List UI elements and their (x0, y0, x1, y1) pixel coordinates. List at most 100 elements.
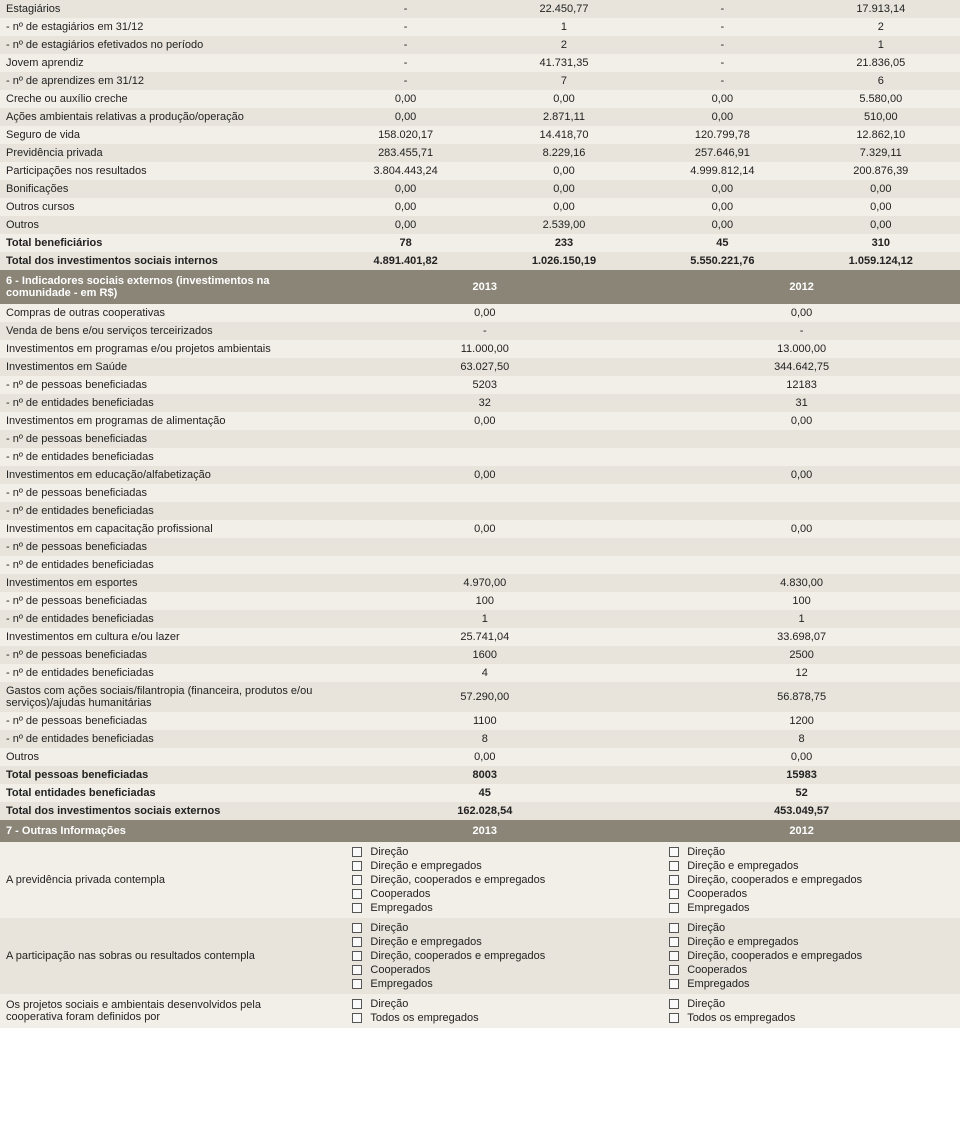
row-value (643, 538, 960, 556)
row-value: 45 (326, 784, 643, 802)
row-value: 1.059.124,12 (802, 252, 960, 270)
row-label: - nº de entidades beneficiadas (0, 556, 326, 574)
row-label: - nº de estagiários em 31/12 (0, 18, 326, 36)
row-value: 100 (326, 592, 643, 610)
options-list: DireçãoTodos os empregados (332, 997, 637, 1025)
row-value: - (326, 36, 484, 54)
row-value: 13.000,00 (643, 340, 960, 358)
row-value: 6 (802, 72, 960, 90)
table-row: - nº de aprendizes em 31/12-7-6 (0, 72, 960, 90)
row-label: Total entidades beneficiadas (0, 784, 326, 802)
table-row: - nº de entidades beneficiadas (0, 556, 960, 574)
row-value: 56.878,75 (643, 682, 960, 712)
row-value: 8 (326, 730, 643, 748)
table-row: Jovem aprendiz-41.731,35-21.836,05 (0, 54, 960, 72)
option-item: Cooperados (669, 963, 954, 977)
table-row: - nº de pessoas beneficiadas (0, 484, 960, 502)
row-value: 45 (643, 234, 801, 252)
options-list: DireçãoTodos os empregados (649, 997, 954, 1025)
row-value: 120.799,78 (643, 126, 801, 144)
table-row: Investimentos em cultura e/ou lazer25.74… (0, 628, 960, 646)
row-value: 5203 (326, 376, 643, 394)
row-value: - (326, 18, 484, 36)
option-item: Direção, cooperados e empregados (352, 873, 637, 887)
row-value: 0,00 (326, 180, 484, 198)
row-label: Outros cursos (0, 198, 326, 216)
row-value: 344.642,75 (643, 358, 960, 376)
table-row: Venda de bens e/ou serviços terceirizado… (0, 322, 960, 340)
row-value: - (326, 0, 484, 18)
row-value: 12183 (643, 376, 960, 394)
row-value: 233 (485, 234, 643, 252)
option-item: Cooperados (352, 963, 637, 977)
table-row: Total pessoas beneficiadas800315983 (0, 766, 960, 784)
option-item: Direção e empregados (669, 859, 954, 873)
table-row: Investimentos em educação/alfabetização0… (0, 466, 960, 484)
year-left: 2013 (326, 270, 643, 304)
options-list: DireçãoDireção e empregadosDireção, coop… (649, 845, 954, 915)
row-value: 0,00 (326, 90, 484, 108)
option-item: Empregados (352, 977, 637, 991)
row-value: 1 (802, 36, 960, 54)
row-value: 2.871,11 (485, 108, 643, 126)
row-value: 7 (485, 72, 643, 90)
table-row: Creche ou auxílio creche0,000,000,005.58… (0, 90, 960, 108)
row-label: Bonificações (0, 180, 326, 198)
row-label: - nº de entidades beneficiadas (0, 610, 326, 628)
row-label: - nº de aprendizes em 31/12 (0, 72, 326, 90)
row-label: Total dos investimentos sociais internos (0, 252, 326, 270)
option-item: Direção (669, 921, 954, 935)
year-right: 2012 (643, 270, 960, 304)
row-value: 0,00 (326, 304, 643, 322)
row-label: - nº de pessoas beneficiadas (0, 712, 326, 730)
table-row: A participação nas sobras ou resultados … (0, 918, 960, 994)
row-value: 14.418,70 (485, 126, 643, 144)
table-row: Total entidades beneficiadas4552 (0, 784, 960, 802)
row-value: 31 (643, 394, 960, 412)
options-cell: DireçãoDireção e empregadosDireção, coop… (326, 918, 643, 994)
row-value: 52 (643, 784, 960, 802)
table-row: - nº de entidades beneficiadas (0, 502, 960, 520)
row-label: Participações nos resultados (0, 162, 326, 180)
row-label: - nº de entidades beneficiadas (0, 448, 326, 466)
row-label: Estagiários (0, 0, 326, 18)
row-value: - (643, 322, 960, 340)
row-label: - nº de pessoas beneficiadas (0, 592, 326, 610)
row-value: - (326, 54, 484, 72)
row-label: Total pessoas beneficiadas (0, 766, 326, 784)
row-label: Gastos com ações sociais/filantropia (fi… (0, 682, 326, 712)
row-label: Total beneficiários (0, 234, 326, 252)
row-value: 11.000,00 (326, 340, 643, 358)
option-item: Direção e empregados (669, 935, 954, 949)
row-label: - nº de entidades beneficiadas (0, 502, 326, 520)
row-value: - (643, 54, 801, 72)
row-value: 4.970,00 (326, 574, 643, 592)
options-list: DireçãoDireção e empregadosDireção, coop… (649, 921, 954, 991)
row-value: 257.646,91 (643, 144, 801, 162)
row-value: 1 (643, 610, 960, 628)
row-value: 1.026.150,19 (485, 252, 643, 270)
option-item: Todos os empregados (669, 1011, 954, 1025)
row-label: Previdência privada (0, 144, 326, 162)
row-value: - (643, 18, 801, 36)
row-label: Investimentos em capacitação profissiona… (0, 520, 326, 538)
row-value: 0,00 (485, 90, 643, 108)
row-label: Venda de bens e/ou serviços terceirizado… (0, 322, 326, 340)
table-row: Investimentos em esportes4.970,004.830,0… (0, 574, 960, 592)
row-value: 0,00 (643, 466, 960, 484)
row-value: 63.027,50 (326, 358, 643, 376)
options-list: DireçãoDireção e empregadosDireção, coop… (332, 921, 637, 991)
row-label: Jovem aprendiz (0, 54, 326, 72)
table-row: - nº de pessoas beneficiadas (0, 538, 960, 556)
row-value: 1 (485, 18, 643, 36)
table-row: Investimentos em Saúde63.027,50344.642,7… (0, 358, 960, 376)
row-value: 310 (802, 234, 960, 252)
row-value: 2 (485, 36, 643, 54)
row-label: - nº de entidades beneficiadas (0, 730, 326, 748)
option-item: Cooperados (352, 887, 637, 901)
row-value: 41.731,35 (485, 54, 643, 72)
report-table: Estagiários-22.450,77-17.913,14- nº de e… (0, 0, 960, 1028)
row-label: Total dos investimentos sociais externos (0, 802, 326, 820)
row-label: A participação nas sobras ou resultados … (0, 918, 326, 994)
row-value (643, 556, 960, 574)
